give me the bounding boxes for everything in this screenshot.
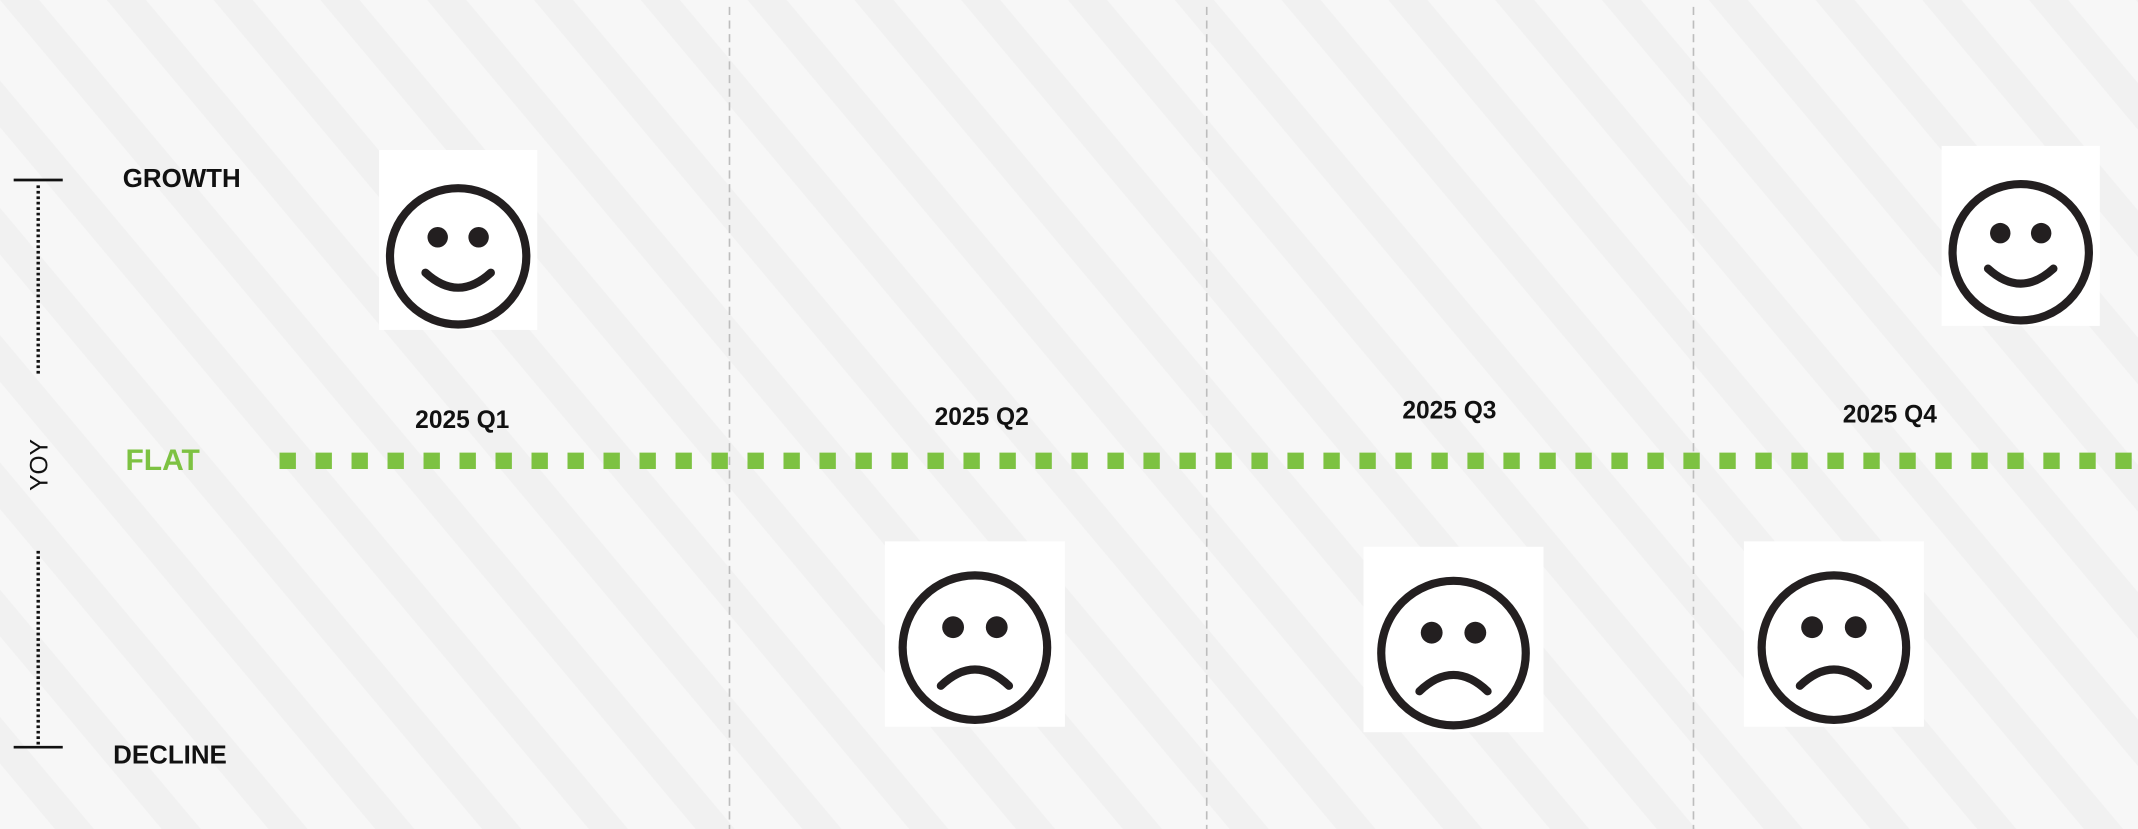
quarter-label: 2025 Q4 <box>1843 401 1937 428</box>
quarter-label: 2025 Q1 <box>415 407 509 434</box>
sad-face <box>1744 541 1924 726</box>
decline-label: DECLINE <box>113 742 227 770</box>
flat-label: FLAT <box>125 444 199 477</box>
happy-face <box>1942 146 2100 326</box>
quarter-label: 2025 Q3 <box>1402 397 1496 424</box>
happy-face <box>379 150 537 330</box>
dividers <box>728 6 1695 829</box>
growth-label: GROWTH <box>123 165 241 193</box>
axis-title: YOY <box>26 439 53 491</box>
sad-face <box>1364 547 1544 732</box>
quarter-label: 2025 Q2 <box>935 404 1029 431</box>
yoy-axis <box>13 178 63 749</box>
sad-face <box>885 541 1065 726</box>
